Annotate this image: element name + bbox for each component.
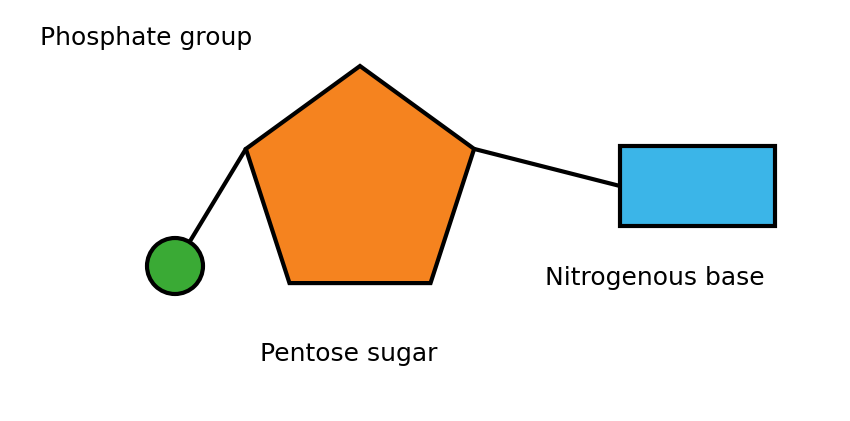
Circle shape (147, 238, 203, 294)
Text: Phosphate group: Phosphate group (40, 26, 252, 50)
Text: Nitrogenous base: Nitrogenous base (545, 266, 765, 290)
Bar (620, 146, 775, 226)
Text: Pentose sugar: Pentose sugar (260, 342, 438, 366)
Polygon shape (246, 66, 474, 283)
